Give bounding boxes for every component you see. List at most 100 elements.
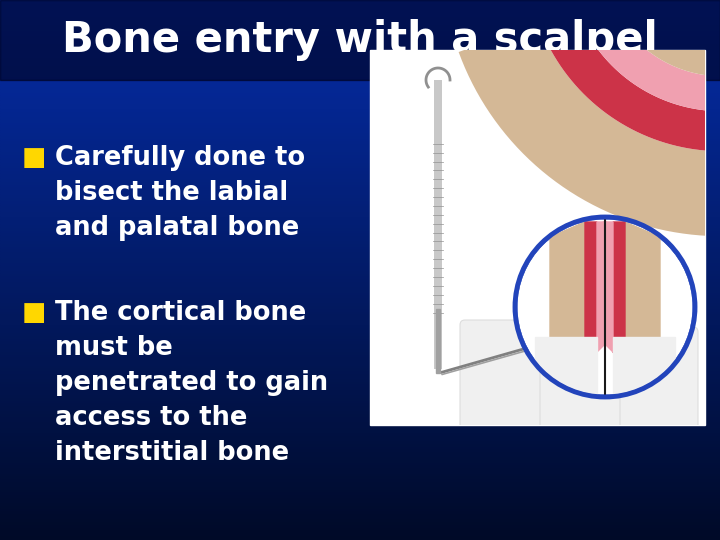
Bar: [0, 529, 720, 532]
Bar: [0, 89, 720, 92]
Bar: [0, 516, 720, 518]
Bar: [0, 267, 720, 270]
Bar: [0, 408, 720, 410]
Polygon shape: [625, 222, 660, 392]
Polygon shape: [613, 337, 675, 397]
FancyBboxPatch shape: [620, 331, 697, 431]
Bar: [0, 405, 720, 408]
Bar: [0, 386, 720, 389]
Bar: [0, 116, 720, 119]
Bar: [0, 400, 720, 402]
Text: ■: ■: [22, 145, 46, 171]
Bar: [0, 526, 720, 529]
Bar: [0, 92, 720, 94]
Bar: [0, 383, 720, 386]
Bar: [0, 443, 720, 445]
FancyBboxPatch shape: [540, 315, 628, 435]
Polygon shape: [609, 0, 720, 76]
Bar: [0, 78, 720, 81]
Bar: [0, 94, 720, 97]
Bar: [0, 343, 720, 346]
Bar: [0, 348, 720, 351]
Bar: [0, 243, 720, 246]
Bar: [0, 351, 720, 354]
Bar: [0, 68, 720, 70]
Bar: [0, 216, 720, 219]
FancyBboxPatch shape: [620, 327, 698, 435]
Bar: [0, 437, 720, 440]
Bar: [0, 148, 720, 151]
Bar: [0, 429, 720, 432]
Bar: [0, 111, 720, 113]
Bar: [0, 27, 720, 30]
Bar: [0, 194, 720, 197]
Bar: [0, 284, 720, 286]
Bar: [0, 421, 720, 424]
Bar: [0, 378, 720, 381]
Bar: [0, 32, 720, 35]
Bar: [0, 289, 720, 292]
Bar: [0, 248, 720, 251]
Bar: [0, 135, 720, 138]
Polygon shape: [585, 222, 597, 367]
Polygon shape: [436, 309, 440, 373]
Polygon shape: [576, 0, 720, 111]
Bar: [0, 146, 720, 148]
Bar: [0, 140, 720, 143]
Bar: [0, 389, 720, 392]
Bar: [0, 375, 720, 378]
Bar: [0, 316, 720, 319]
Bar: [0, 359, 720, 362]
Bar: [0, 127, 720, 130]
Bar: [0, 518, 720, 521]
Bar: [0, 305, 720, 308]
Bar: [0, 24, 720, 27]
Bar: [0, 235, 720, 238]
Bar: [0, 189, 720, 192]
Bar: [0, 532, 720, 535]
Bar: [0, 410, 720, 413]
Bar: [0, 46, 720, 49]
Bar: [0, 157, 720, 159]
Bar: [0, 246, 720, 248]
Text: Bone entry with a scalpel: Bone entry with a scalpel: [62, 19, 658, 61]
Bar: [0, 202, 720, 205]
Bar: [0, 286, 720, 289]
Bar: [0, 205, 720, 208]
Bar: [0, 262, 720, 265]
Bar: [0, 22, 720, 24]
Bar: [0, 65, 720, 68]
Bar: [0, 100, 720, 103]
Bar: [0, 329, 720, 332]
Bar: [0, 451, 720, 454]
Polygon shape: [709, 33, 720, 160]
Bar: [0, 5, 720, 8]
Bar: [0, 19, 720, 22]
Bar: [0, 224, 720, 227]
Bar: [0, 86, 720, 89]
Bar: [0, 413, 720, 416]
Bar: [0, 170, 720, 173]
Bar: [0, 73, 720, 76]
Bar: [0, 213, 720, 216]
Bar: [0, 184, 720, 186]
Bar: [0, 108, 720, 111]
Bar: [0, 446, 720, 448]
Bar: [0, 294, 720, 297]
Bar: [0, 367, 720, 370]
Bar: [0, 481, 720, 483]
Bar: [0, 57, 720, 59]
Bar: [0, 310, 720, 313]
Bar: [0, 397, 720, 400]
Bar: [0, 251, 720, 254]
Bar: [0, 354, 720, 356]
Bar: [0, 219, 720, 221]
Bar: [0, 370, 720, 373]
Bar: [0, 124, 720, 127]
Bar: [0, 113, 720, 116]
Bar: [0, 346, 720, 348]
Bar: [0, 192, 720, 194]
Bar: [0, 502, 720, 505]
Bar: [0, 381, 720, 383]
Bar: [0, 513, 720, 516]
